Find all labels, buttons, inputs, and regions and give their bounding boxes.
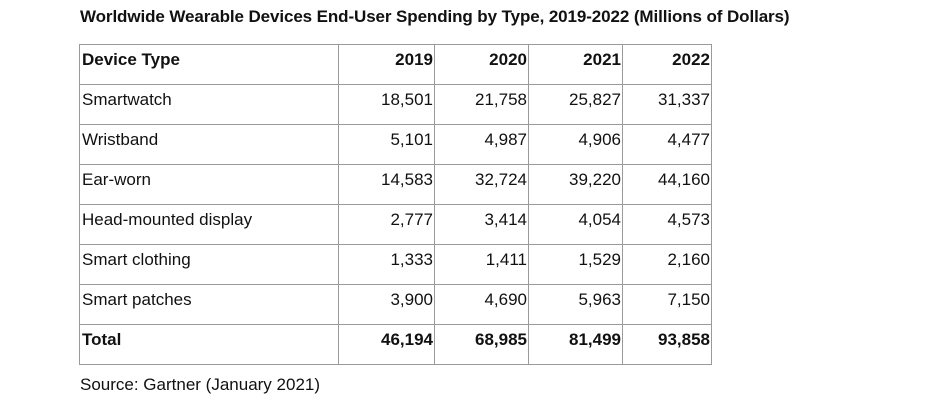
value-cell: 1,333	[338, 244, 435, 285]
value-cell: 2022	[622, 44, 712, 85]
row-label-cell: Wristband	[79, 124, 339, 165]
value-cell: 5,963	[528, 284, 623, 325]
value-cell: 18,501	[338, 84, 435, 125]
row-label-cell: Head-mounted display	[79, 204, 339, 245]
value-cell: 4,573	[622, 204, 712, 245]
table-row: Smart clothing 1,333 1,411 1,529 2,160	[79, 244, 712, 285]
value-cell: 2019	[338, 44, 435, 85]
row-label-cell: Smart clothing	[79, 244, 339, 285]
table-row: Wristband 5,101 4,987 4,906 4,477	[79, 124, 712, 165]
row-label-cell: Smart patches	[79, 284, 339, 325]
value-cell: 68,985	[434, 324, 529, 365]
value-cell: 31,337	[622, 84, 712, 125]
value-cell: 4,054	[528, 204, 623, 245]
value-cell: 4,477	[622, 124, 712, 165]
value-cell: 21,758	[434, 84, 529, 125]
value-cell: 39,220	[528, 164, 623, 205]
value-cell: 1,411	[434, 244, 529, 285]
table-row: Smartwatch 18,501 21,758 25,827 31,337	[79, 84, 712, 125]
table-row: Head-mounted display 2,777 3,414 4,054 4,573	[79, 204, 712, 245]
value-cell: 4,987	[434, 124, 529, 165]
value-cell: 2020	[434, 44, 529, 85]
value-cell: 3,414	[434, 204, 529, 245]
row-label-cell: Total	[79, 324, 339, 365]
table-row: Ear-worn 14,583 32,724 39,220 44,160	[79, 164, 712, 205]
header-row: Device Type 2019 2020 2021 2022	[79, 44, 712, 85]
value-cell: 1,529	[528, 244, 623, 285]
value-cell: 3,900	[338, 284, 435, 325]
row-label-cell: Device Type	[79, 44, 339, 85]
value-cell: 14,583	[338, 164, 435, 205]
value-cell: 2021	[528, 44, 623, 85]
value-cell: 81,499	[528, 324, 623, 365]
value-cell: 46,194	[338, 324, 435, 365]
value-cell: 2,160	[622, 244, 712, 285]
spending-table: Device Type 2019 2020 2021 2022 Smartwatch 18,…	[79, 44, 712, 365]
row-label-cell: Ear-worn	[79, 164, 339, 205]
value-cell: 2,777	[338, 204, 435, 245]
value-cell: 4,906	[528, 124, 623, 165]
source-note: Source: Gartner (January 2021)	[80, 375, 321, 394]
table-title: Worldwide Wearable Devices End-User Spen…	[80, 7, 790, 26]
value-cell: 5,101	[338, 124, 435, 165]
total-row: Total 46,194 68,985 81,499 93,858	[79, 324, 712, 365]
value-cell: 44,160	[622, 164, 712, 205]
value-cell: 25,827	[528, 84, 623, 125]
value-cell: 7,150	[622, 284, 712, 325]
value-cell: 93,858	[622, 324, 712, 365]
value-cell: 4,690	[434, 284, 529, 325]
value-cell: 32,724	[434, 164, 529, 205]
row-label-cell: Smartwatch	[79, 84, 339, 125]
table-row: Smart patches 3,900 4,690 5,963 7,150	[79, 284, 712, 325]
